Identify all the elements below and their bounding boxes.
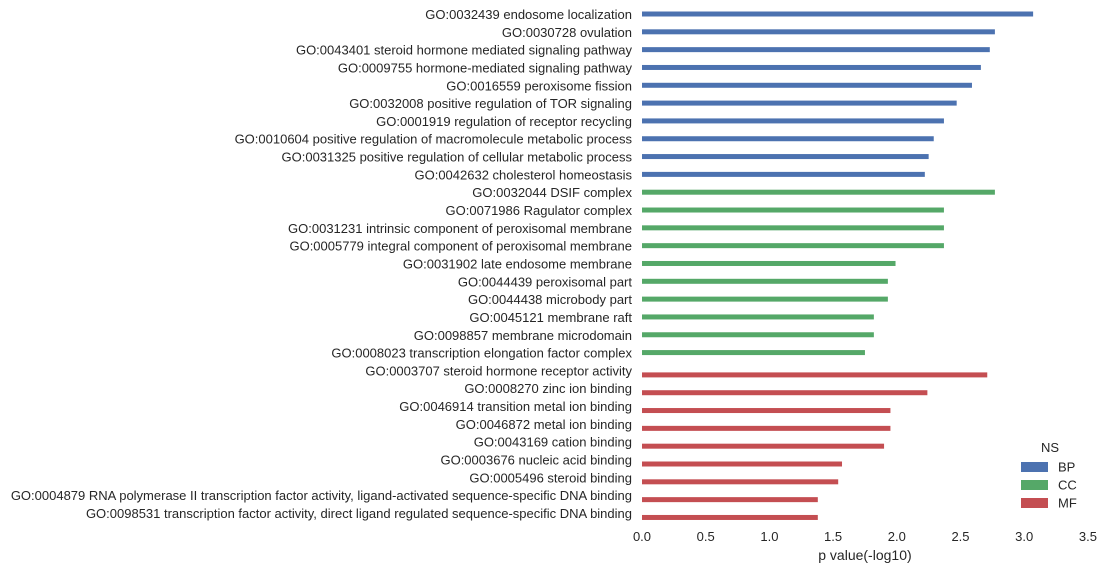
legend-title: NS [1041,440,1059,455]
bar-cc [642,332,874,338]
legend-swatch-mf [1021,498,1048,508]
x-tick-label: 0.0 [633,529,651,544]
legend-swatch-bp [1021,462,1048,472]
legend-swatch-cc [1021,480,1048,490]
legend-label-mf: MF [1058,496,1077,511]
x-tick-label: 2.0 [888,529,906,544]
x-tick-label: 2.5 [951,529,969,544]
bar-mf [642,390,928,396]
bar-bp [642,82,972,88]
legend-label-bp: BP [1058,460,1075,475]
x-tick-label: 1.5 [824,529,842,544]
category-label: GO:0032439 endosome localization [425,7,632,22]
bars-group [642,11,1034,520]
category-label: GO:0016559 peroxisome fission [446,78,632,93]
category-label: GO:0098857 membrane microdomain [414,328,632,343]
bar-mf [642,443,885,449]
category-label: GO:0031902 late endosome membrane [403,256,632,271]
bar-bp [642,171,925,177]
category-label: GO:0003676 nucleic acid binding [440,453,632,468]
bar-cc [642,350,865,356]
bar-cc [642,189,995,195]
bar-cc [642,243,944,249]
bar-bp [642,47,990,53]
bar-bp [642,11,1034,17]
category-label: GO:0043401 steroid hormone mediated sign… [296,43,633,58]
category-label: GO:0098531 transcription factor activity… [86,506,632,521]
bar-mf [642,479,839,485]
category-label: GO:0030728 ovulation [502,25,632,40]
x-tick-label: 3.0 [1015,529,1033,544]
category-label: GO:0009755 hormone-mediated signaling pa… [338,60,633,75]
bar-bp [642,136,934,142]
category-label: GO:0044439 peroxisomal part [458,274,633,289]
x-tick-label: 3.5 [1079,529,1097,544]
bar-mf [642,408,891,414]
category-label: GO:0008270 zinc ion binding [464,381,632,396]
category-label: GO:0001919 regulation of receptor recycl… [376,114,632,129]
bar-cc [642,314,874,320]
category-label: GO:0010604 positive regulation of macrom… [235,132,633,147]
category-label: GO:0008023 transcription elongation fact… [331,346,632,361]
category-label: GO:0046872 metal ion binding [456,417,632,432]
legend-label-cc: CC [1058,478,1077,493]
legend-entries: BP CC MF [1021,460,1077,511]
bar-mf [642,461,843,467]
legend: NS BP CC MF [1021,440,1077,511]
category-label: GO:0043169 cation binding [474,435,632,450]
x-tick-label: 1.0 [760,529,778,544]
category-labels-group: GO:0032439 endosome localization GO:00307… [11,7,633,521]
category-label: GO:0044438 microbody part [468,292,632,307]
bar-cc [642,260,896,266]
bar-cc [642,225,944,231]
bar-mf [642,514,818,520]
category-label: GO:0046914 transition metal ion binding [399,399,632,414]
bar-cc [642,296,888,302]
category-label: GO:0045121 membrane raft [469,310,632,325]
x-tick-label: 0.5 [697,529,715,544]
bar-bp [642,154,929,160]
bar-mf [642,497,818,503]
x-tick-labels-group: 0.0 0.5 1.0 1.5 2.0 2.5 3.0 3.5 [633,529,1097,544]
bar-mf [642,372,988,378]
category-label: GO:0031325 positive regulation of cellul… [282,150,633,165]
category-label: GO:0005496 steroid binding [469,470,632,485]
bar-mf [642,425,891,431]
category-label: GO:0032044 DSIF complex [472,185,632,200]
category-label: GO:0032008 positive regulation of TOR si… [349,96,632,111]
bar-bp [642,100,957,106]
x-axis-title: p value(-log10) [818,547,911,563]
bar-cc [642,207,944,213]
bar-bp [642,64,981,70]
bar-bp [642,118,944,124]
category-label: GO:0042632 cholesterol homeostasis [414,167,632,182]
category-label: GO:0031231 intrinsic component of peroxi… [288,221,632,236]
category-label: GO:0003707 steroid hormone receptor acti… [365,363,632,378]
bar-cc [642,278,888,284]
category-label: GO:0004879 RNA polymerase II transcripti… [11,488,632,503]
category-label: GO:0071986 Ragulator complex [446,203,633,218]
bar-bp [642,29,995,35]
category-label: GO:0005779 integral component of peroxis… [289,239,632,254]
